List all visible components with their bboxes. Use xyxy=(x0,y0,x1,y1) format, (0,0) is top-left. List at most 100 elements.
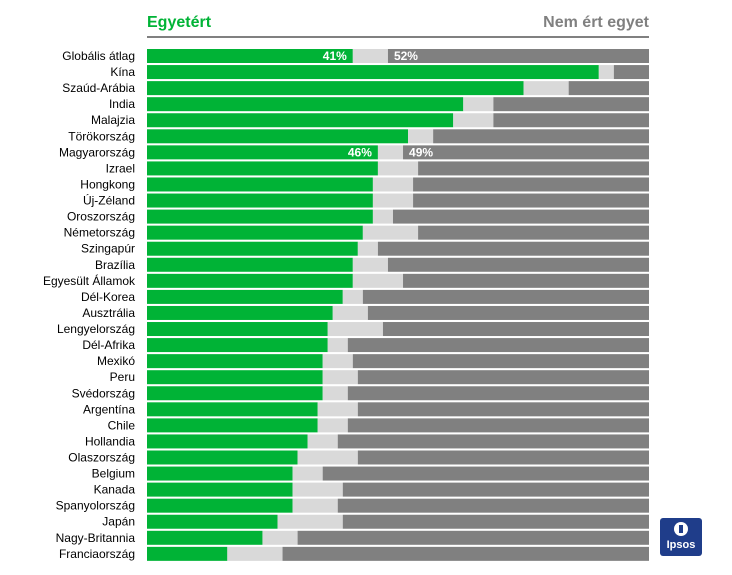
neutral-segment-torokorszag xyxy=(408,129,434,144)
neutral-segment-argentina xyxy=(317,402,358,417)
category-label-del-korea: Dél-Korea xyxy=(81,290,135,304)
disagree-segment-magyarorszag xyxy=(403,145,649,160)
category-label-egyesult-allamok: Egyesült Államok xyxy=(43,273,136,288)
agree-segment-magyarorszag xyxy=(147,145,378,160)
disagree-segment-hollandia xyxy=(337,434,649,449)
neutral-segment-del-korea xyxy=(342,289,363,304)
agree-segment-brazilia xyxy=(147,257,353,272)
category-label-oroszorszag: Oroszország xyxy=(67,210,135,224)
disagree-data-label-globalis-atlag: 52% xyxy=(394,49,418,63)
category-label-szaud-arabia: Szaúd-Arábia xyxy=(62,81,135,95)
neutral-segment-hongkong xyxy=(372,177,414,192)
ipsos-logo-text: Ipsos xyxy=(666,539,696,551)
disagree-segment-szingapur xyxy=(377,241,649,256)
agree-segment-del-korea xyxy=(147,289,343,304)
neutral-segment-peru xyxy=(322,370,358,385)
category-label-torokorszag: Törökország xyxy=(68,129,135,143)
neutral-segment-mexiko xyxy=(322,354,353,369)
disagree-data-label-magyarorszag: 49% xyxy=(409,145,433,159)
disagree-segment-szaud-arabia xyxy=(568,81,649,96)
disagree-segment-mexiko xyxy=(352,354,649,369)
disagree-segment-olaszorszag xyxy=(357,450,649,465)
disagree-segment-del-afrika xyxy=(347,338,649,353)
agree-segment-egyesult-allamok xyxy=(147,273,353,288)
category-label-nemetorszag: Németország xyxy=(64,226,135,240)
agree-segment-nagy-britannia xyxy=(147,530,263,545)
category-label-argentina: Argentína xyxy=(83,402,135,416)
category-label-spanyolorszag: Spanyolország xyxy=(56,499,135,513)
disagree-segment-uj-zeland xyxy=(413,193,649,208)
category-label-belgium: Belgium xyxy=(92,467,135,481)
agree-segment-szaud-arabia xyxy=(147,81,524,96)
category-label-japan: Japán xyxy=(102,515,135,529)
agree-segment-japan xyxy=(147,514,278,529)
neutral-segment-nemetorszag xyxy=(362,225,419,240)
neutral-segment-india xyxy=(463,97,494,112)
category-label-del-afrika: Dél-Afrika xyxy=(82,338,135,352)
category-label-hongkong: Hongkong xyxy=(80,177,135,191)
disagree-segment-franciaorszag xyxy=(282,546,649,561)
neutral-segment-kanada xyxy=(292,482,343,497)
neutral-segment-szingapur xyxy=(357,241,378,256)
disagree-segment-india xyxy=(493,97,649,112)
neutral-segment-nagy-britannia xyxy=(262,530,298,545)
neutral-segment-franciaorszag xyxy=(227,546,283,561)
neutral-segment-del-afrika xyxy=(327,338,348,353)
disagree-segment-belgium xyxy=(322,466,649,481)
agree-segment-uj-zeland xyxy=(147,193,373,208)
agree-segment-globalis-atlag xyxy=(147,49,353,63)
agree-segment-izrael xyxy=(147,161,378,176)
agree-segment-oroszorszag xyxy=(147,209,373,224)
disagree-segment-chile xyxy=(347,418,649,433)
category-label-chile: Chile xyxy=(108,418,136,432)
category-label-olaszorszag: Olaszország xyxy=(68,451,135,465)
neutral-segment-egyesult-allamok xyxy=(352,273,404,288)
disagree-segment-argentina xyxy=(357,402,649,417)
agree-segment-chile xyxy=(147,418,318,433)
neutral-segment-izrael xyxy=(377,161,419,176)
ipsos-logo: Ipsos xyxy=(660,518,702,556)
category-label-kina: Kína xyxy=(110,65,135,79)
category-label-nagy-britannia: Nagy-Britannia xyxy=(56,531,136,545)
disagree-segment-oroszorszag xyxy=(392,209,649,224)
disagree-segment-egyesult-allamok xyxy=(403,273,649,288)
disagree-segment-malajzia xyxy=(493,113,649,128)
disagree-segment-ausztralia xyxy=(367,305,649,320)
agree-segment-kanada xyxy=(147,482,293,497)
category-label-szingapur: Szingapúr xyxy=(81,242,135,256)
agree-segment-szingapur xyxy=(147,241,358,256)
neutral-segment-olaszorszag xyxy=(297,450,358,465)
category-label-mexiko: Mexikó xyxy=(97,354,135,368)
agree-segment-peru xyxy=(147,370,323,385)
disagree-segment-kanada xyxy=(342,482,649,497)
agree-data-label-globalis-atlag: 41% xyxy=(323,49,347,63)
category-label-hollandia: Hollandia xyxy=(85,434,135,448)
disagree-segment-brazilia xyxy=(387,257,649,272)
disagree-segment-japan xyxy=(342,514,649,529)
category-label-magyarorszag: Magyarország xyxy=(59,145,135,159)
agree-segment-belgium xyxy=(147,466,293,481)
category-label-malajzia: Malajzia xyxy=(91,113,135,127)
agree-segment-hongkong xyxy=(147,177,373,192)
agree-segment-lengyelorszag xyxy=(147,322,328,337)
agree-segment-argentina xyxy=(147,402,318,417)
neutral-segment-hollandia xyxy=(307,434,338,449)
neutral-segment-oroszorszag xyxy=(372,209,393,224)
disagree-header: Nem ért egyet xyxy=(543,14,649,31)
agree-segment-malajzia xyxy=(147,113,454,128)
agree-segment-del-afrika xyxy=(147,338,328,353)
category-label-izrael: Izrael xyxy=(106,161,135,175)
agree-segment-spanyolorszag xyxy=(147,498,293,513)
disagree-segment-kina xyxy=(613,65,649,80)
agree-data-label-magyarorszag: 46% xyxy=(348,145,372,159)
disagree-segment-svedorszag xyxy=(347,386,649,401)
disagree-segment-globalis-atlag xyxy=(387,49,649,63)
agree-segment-nemetorszag xyxy=(147,225,363,240)
agree-segment-kina xyxy=(147,65,599,80)
neutral-segment-ausztralia xyxy=(332,305,368,320)
agree-segment-hollandia xyxy=(147,434,308,449)
disagree-segment-izrael xyxy=(418,161,649,176)
category-label-franciaorszag: Franciaország xyxy=(59,547,135,561)
disagree-segment-peru xyxy=(357,370,649,385)
